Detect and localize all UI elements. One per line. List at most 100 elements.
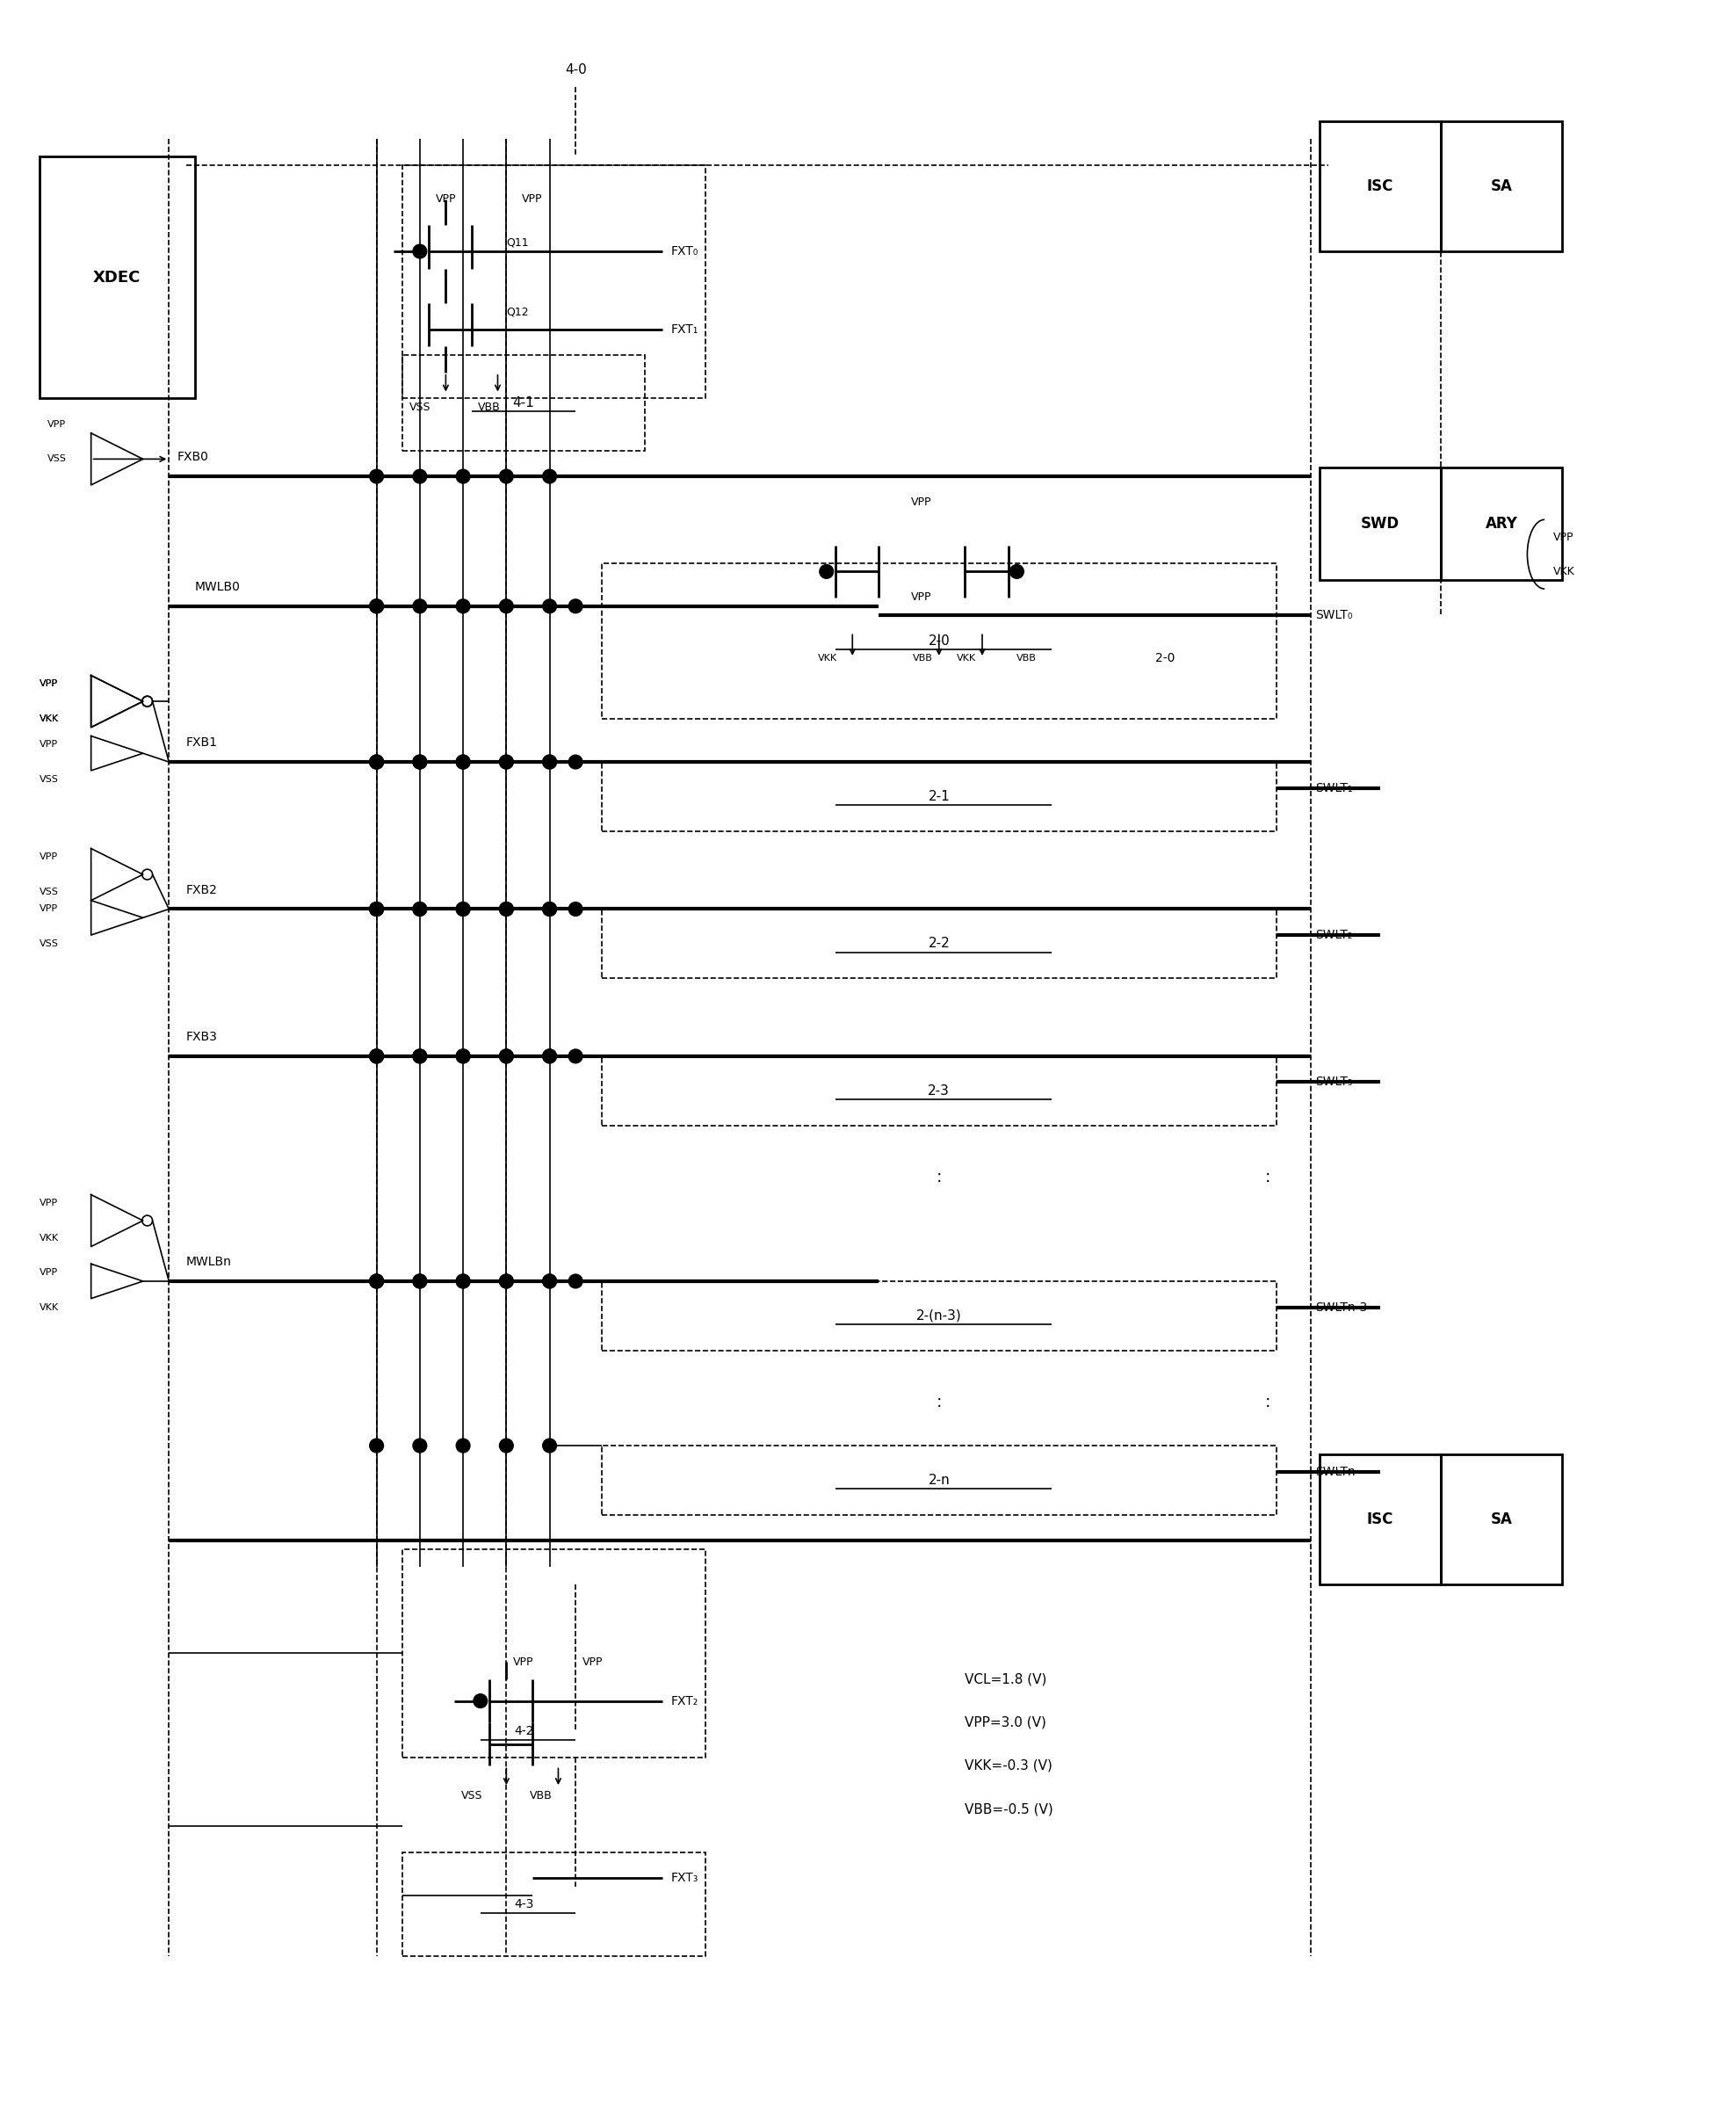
Text: SA: SA (1491, 1511, 1512, 1526)
Text: ISC: ISC (1366, 1511, 1394, 1526)
Text: MWLBn: MWLBn (186, 1255, 233, 1268)
Circle shape (457, 755, 470, 769)
Text: VPP=3.0 (V): VPP=3.0 (V) (965, 1715, 1047, 1730)
Bar (1441, 1455, 1562, 1585)
Text: VPP: VPP (436, 193, 457, 206)
Circle shape (370, 1274, 384, 1289)
Circle shape (413, 244, 427, 259)
Text: :: : (936, 1169, 943, 1186)
Text: :: : (936, 1394, 943, 1410)
Circle shape (457, 599, 470, 614)
Text: VPP: VPP (523, 193, 543, 206)
Circle shape (474, 1694, 488, 1707)
Circle shape (543, 755, 557, 769)
Circle shape (457, 469, 470, 483)
Bar (403, 355, 644, 450)
Circle shape (370, 1049, 384, 1064)
Circle shape (500, 902, 514, 916)
Text: VSS: VSS (410, 401, 431, 412)
Circle shape (370, 1274, 384, 1289)
Text: 2-1: 2-1 (929, 790, 950, 803)
Text: FXT₀: FXT₀ (670, 246, 698, 259)
Circle shape (413, 469, 427, 483)
Text: ARY: ARY (1484, 517, 1517, 532)
Text: VSS: VSS (40, 940, 59, 948)
Circle shape (543, 902, 557, 916)
Text: VPP: VPP (583, 1656, 602, 1667)
Circle shape (500, 1274, 514, 1289)
Text: 4-2: 4-2 (514, 1726, 533, 1738)
Text: SA: SA (1491, 179, 1512, 193)
Circle shape (500, 902, 514, 916)
Text: FXT₃: FXT₃ (670, 1873, 698, 1885)
Text: VKK: VKK (40, 1234, 59, 1242)
Circle shape (1010, 565, 1024, 578)
Circle shape (413, 755, 427, 769)
Circle shape (500, 755, 514, 769)
Text: VPP: VPP (40, 740, 57, 748)
Text: VKK: VKK (818, 654, 837, 662)
Text: 2-2: 2-2 (929, 937, 950, 950)
Circle shape (370, 902, 384, 916)
Bar (1319, 122, 1441, 252)
Text: VPP: VPP (1554, 532, 1575, 542)
Circle shape (457, 1438, 470, 1452)
Circle shape (819, 565, 833, 578)
Circle shape (457, 1274, 470, 1289)
Circle shape (457, 902, 470, 916)
Bar (40, 156, 194, 399)
Text: VPP: VPP (40, 1268, 57, 1276)
Text: 4-1: 4-1 (512, 395, 535, 410)
Text: 4-0: 4-0 (564, 63, 587, 76)
Text: 2-(n-3): 2-(n-3) (917, 1310, 962, 1322)
Text: SWLTn-3: SWLTn-3 (1316, 1301, 1368, 1314)
Circle shape (543, 1438, 557, 1452)
Text: VSS: VSS (40, 887, 59, 895)
Text: FXT₂: FXT₂ (670, 1694, 698, 1707)
Text: VSS: VSS (40, 776, 59, 784)
Bar (403, 1852, 705, 1957)
Text: FXT₁: FXT₁ (670, 324, 698, 336)
Text: VPP: VPP (40, 853, 57, 862)
Text: VPP: VPP (49, 420, 66, 429)
Text: VPP: VPP (40, 904, 57, 914)
Text: VSS: VSS (49, 454, 68, 462)
Bar (403, 1549, 705, 1757)
Bar (403, 164, 705, 399)
Circle shape (370, 755, 384, 769)
Circle shape (370, 1438, 384, 1452)
Circle shape (413, 1049, 427, 1064)
Circle shape (543, 1049, 557, 1064)
Circle shape (370, 1049, 384, 1064)
Text: FXB3: FXB3 (186, 1030, 217, 1043)
Circle shape (569, 902, 583, 916)
Circle shape (457, 1274, 470, 1289)
Circle shape (413, 1049, 427, 1064)
Text: VKK: VKK (40, 715, 59, 723)
Text: VPP: VPP (514, 1656, 535, 1667)
Text: :: : (1266, 1169, 1271, 1186)
Circle shape (457, 1049, 470, 1064)
Circle shape (500, 1274, 514, 1289)
Circle shape (569, 1049, 583, 1064)
Text: SWLT₀: SWLT₀ (1316, 610, 1352, 620)
Text: VBB=-0.5 (V): VBB=-0.5 (V) (965, 1804, 1054, 1816)
Circle shape (370, 1049, 384, 1064)
Circle shape (569, 755, 583, 769)
Bar (601, 1055, 1276, 1125)
Circle shape (543, 902, 557, 916)
Circle shape (413, 1274, 427, 1289)
Text: SWLT₂: SWLT₂ (1316, 929, 1352, 942)
Text: 2-3: 2-3 (929, 1085, 950, 1097)
Text: MWLB0: MWLB0 (194, 580, 241, 593)
Circle shape (543, 1049, 557, 1064)
Text: VBB: VBB (913, 654, 932, 662)
Circle shape (370, 1274, 384, 1289)
Circle shape (413, 902, 427, 916)
Text: VPP: VPP (40, 679, 57, 689)
Bar (1319, 1455, 1441, 1585)
Circle shape (543, 1274, 557, 1289)
Text: 2-0: 2-0 (929, 635, 950, 647)
Text: VKK=-0.3 (V): VKK=-0.3 (V) (965, 1759, 1052, 1772)
Circle shape (500, 755, 514, 769)
